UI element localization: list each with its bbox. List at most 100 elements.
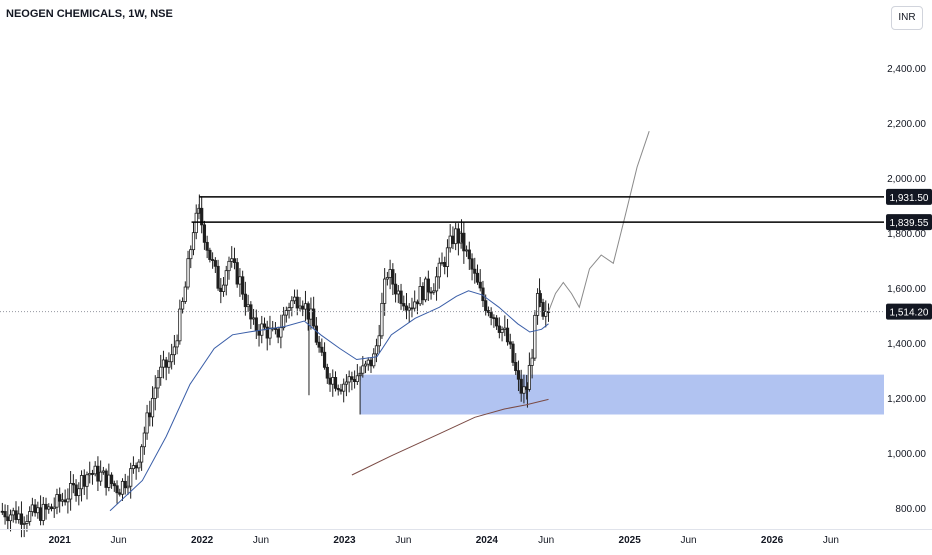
candle-body <box>473 268 477 274</box>
candle-body <box>129 468 133 487</box>
candle-body <box>287 307 291 311</box>
x-tick-label: Jun <box>395 535 411 546</box>
candle-body <box>437 262 441 278</box>
candle-body <box>314 325 318 343</box>
x-tick-label: Jun <box>253 535 269 546</box>
candle-body <box>205 241 209 251</box>
candle-body <box>418 286 422 305</box>
candle-body <box>219 287 223 292</box>
candle-body <box>224 270 228 286</box>
candle-body <box>180 301 185 310</box>
candle-body <box>96 465 100 482</box>
candle-body <box>292 296 297 302</box>
candle-body <box>478 281 482 289</box>
candle-body <box>355 375 359 382</box>
projection-path <box>548 131 650 312</box>
candle-body <box>79 475 84 490</box>
candle-body <box>350 376 354 380</box>
candle-body <box>216 265 220 289</box>
candle-body <box>63 499 67 503</box>
candle-body <box>440 262 444 264</box>
symbol-title: NEOGEN CHEMICALS, 1W, NSE <box>6 8 173 20</box>
candle-body <box>336 387 340 391</box>
candle-body <box>52 506 56 510</box>
candle-body <box>333 377 338 389</box>
candle-body <box>90 473 95 475</box>
candle-body <box>0 510 4 513</box>
candle-body <box>383 278 387 304</box>
candle-body <box>243 293 247 308</box>
candle-body <box>161 359 166 368</box>
candle-body <box>164 359 168 368</box>
currency-button[interactable]: INR <box>891 6 923 30</box>
candle-body <box>456 228 460 244</box>
candle-body <box>69 483 73 500</box>
candle-body <box>142 432 146 448</box>
candle-body <box>295 296 299 309</box>
candle-body <box>489 312 493 319</box>
candle-body <box>38 507 43 521</box>
candle-body <box>104 470 108 488</box>
candle-body <box>254 317 258 331</box>
candle-body <box>241 276 245 295</box>
candle-body <box>191 232 196 251</box>
candle-body <box>429 291 433 294</box>
candle-body <box>353 379 357 382</box>
candle-body <box>140 446 144 463</box>
candle-body <box>363 363 368 367</box>
candle-body <box>374 345 379 355</box>
candle-body <box>137 461 141 469</box>
candle-body <box>115 485 119 494</box>
x-tick-label: 2024 <box>476 535 499 546</box>
level-price-tag <box>886 188 932 205</box>
candle-body <box>413 301 417 309</box>
candle-body <box>331 377 335 385</box>
candle-body <box>505 327 510 343</box>
x-tick-label: Jun <box>538 535 554 546</box>
candle-body <box>257 330 261 336</box>
candle-body <box>123 480 127 489</box>
candle-body <box>189 249 193 260</box>
candle-body <box>380 302 384 337</box>
candle-body <box>284 310 288 316</box>
candle-body <box>391 269 395 285</box>
candle-body <box>404 305 409 311</box>
y-tick-label: 1,200.00 <box>887 394 926 405</box>
candle-body <box>464 249 469 252</box>
x-tick-label: 2022 <box>191 535 214 546</box>
level-price-label: 1,931.50 <box>890 193 929 204</box>
candle-body <box>55 494 59 508</box>
x-tick-label: Jun <box>680 535 696 546</box>
candle-body <box>393 283 398 295</box>
candle-body <box>484 300 488 311</box>
candle-body <box>6 516 10 522</box>
candle-body <box>19 513 24 525</box>
candle-body <box>301 305 305 310</box>
candle-body <box>126 485 130 489</box>
candle-body <box>213 260 217 267</box>
candle-body <box>481 287 485 302</box>
candle-body <box>99 471 103 482</box>
candle-body <box>232 258 237 263</box>
candle-body <box>230 258 234 262</box>
candle-body <box>131 465 136 470</box>
candle-body <box>500 329 504 333</box>
candle-body <box>495 317 499 327</box>
candle-body <box>282 314 286 329</box>
candle-body <box>508 341 512 345</box>
candle-body <box>268 327 272 339</box>
candle-body <box>541 302 545 317</box>
candle-body <box>11 510 15 516</box>
moving-average-short-line <box>109 290 549 512</box>
candle-body <box>377 335 381 347</box>
candle-body <box>448 235 452 249</box>
candle-body <box>159 366 163 379</box>
candle-body <box>249 304 253 320</box>
last-price-label: 1,514.20 <box>890 308 929 319</box>
y-tick-label: 1,800.00 <box>887 229 926 240</box>
x-tick-label: 2023 <box>333 535 356 546</box>
candle-body <box>402 303 406 307</box>
y-tick-label: 1,400.00 <box>887 339 926 350</box>
candle-body <box>369 359 373 367</box>
